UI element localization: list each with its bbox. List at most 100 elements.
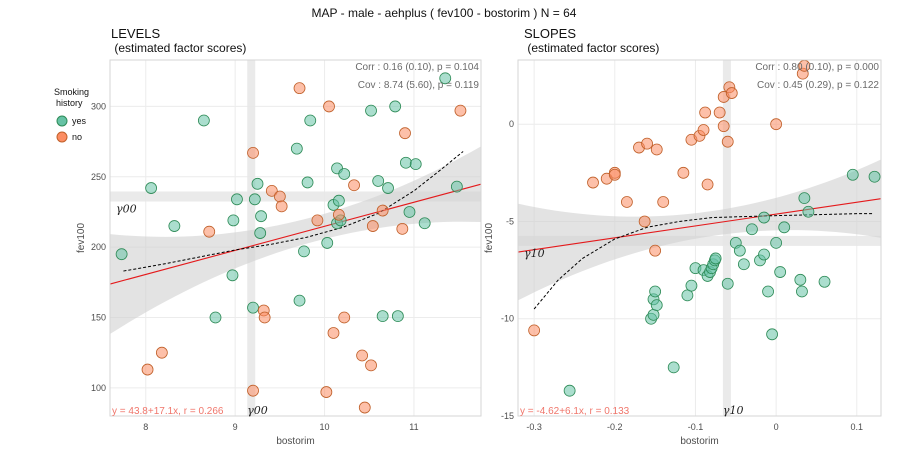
levels-fit-equation: y = 43.8+17.1x, r = 0.266 bbox=[112, 406, 224, 417]
gamma-horizontal-band bbox=[110, 191, 481, 202]
data-point-no bbox=[155, 346, 168, 359]
x-tick-label: 9 bbox=[233, 422, 238, 432]
slopes-points bbox=[528, 59, 881, 397]
data-point-yes bbox=[391, 310, 404, 322]
levels-points bbox=[115, 72, 467, 414]
levels-subtitle: (estimated factor scores) bbox=[111, 41, 246, 55]
slopes-subtitle: (estimated factor scores) bbox=[524, 41, 659, 55]
y-tick-label: -15 bbox=[501, 411, 514, 421]
levels-cov-stat: Cov : 8.74 (5.60), p = 0.119 bbox=[358, 80, 480, 91]
data-point-yes bbox=[332, 194, 345, 207]
data-point-no bbox=[348, 179, 360, 192]
data-point-yes bbox=[403, 206, 416, 218]
x-tick-label: 8 bbox=[143, 422, 148, 432]
x-tick-label: -0.1 bbox=[688, 422, 704, 432]
data-point-yes bbox=[802, 205, 815, 218]
x-tick-label: -0.3 bbox=[526, 422, 542, 432]
slopes-fit-equation: y = -4.62+6.1x, r = 0.133 bbox=[520, 406, 630, 417]
figure-title: MAP - male - aehplus ( fev100 - bostorim… bbox=[312, 6, 577, 20]
data-point-yes bbox=[746, 223, 758, 236]
data-point-no bbox=[699, 106, 712, 119]
x-tick-label: 0.1 bbox=[851, 422, 864, 432]
data-point-no bbox=[327, 327, 340, 339]
data-point-yes bbox=[685, 279, 698, 292]
data-point-no bbox=[365, 359, 377, 372]
data-point-yes bbox=[418, 217, 431, 230]
data-point-no bbox=[247, 146, 259, 159]
legend-label-yes: yes bbox=[72, 116, 87, 126]
slopes-gamma-h-label: γ10 bbox=[524, 247, 545, 260]
slopes-title: SLOPES bbox=[524, 26, 576, 41]
levels-gamma-v-label: γ00 bbox=[247, 404, 268, 417]
data-point-yes bbox=[762, 285, 774, 298]
slopes-corr-stat: Corr : 0.80 (0.10), p = 0.000 bbox=[755, 62, 879, 73]
data-point-yes bbox=[563, 384, 576, 397]
data-point-yes bbox=[251, 177, 264, 190]
data-point-no bbox=[657, 196, 670, 208]
data-point-no bbox=[587, 176, 599, 189]
data-point-no bbox=[721, 135, 734, 148]
x-tick-label: 0 bbox=[774, 422, 779, 432]
data-point-no bbox=[376, 204, 389, 217]
y-tick-label: 250 bbox=[91, 172, 106, 182]
data-point-no bbox=[608, 168, 621, 181]
data-point-no bbox=[273, 190, 286, 203]
linear-fit-line bbox=[517, 198, 882, 253]
data-point-yes bbox=[439, 72, 452, 85]
data-point-yes bbox=[737, 258, 750, 271]
data-point-no bbox=[320, 386, 333, 398]
data-point-yes bbox=[115, 248, 128, 261]
x-tick-label: 10 bbox=[320, 422, 330, 432]
data-point-yes bbox=[778, 221, 791, 234]
data-point-yes bbox=[293, 294, 306, 307]
data-point-yes bbox=[649, 285, 662, 298]
data-point-yes bbox=[382, 182, 394, 194]
y-tick-label: 300 bbox=[91, 101, 106, 111]
data-point-no bbox=[323, 100, 335, 113]
data-point-yes bbox=[231, 193, 243, 206]
data-point-yes bbox=[372, 175, 385, 187]
data-point-yes bbox=[255, 210, 267, 223]
linear-fit-line bbox=[109, 183, 482, 285]
data-point-yes bbox=[758, 211, 770, 224]
data-point-no bbox=[454, 104, 467, 117]
fit-confidence-ribbon bbox=[110, 146, 481, 335]
data-point-no bbox=[701, 178, 714, 191]
legend-label-no: no bbox=[72, 132, 82, 142]
data-point-no bbox=[265, 184, 278, 197]
y-tick-label: 100 bbox=[91, 383, 106, 393]
data-point-yes bbox=[794, 273, 807, 286]
data-point-yes bbox=[304, 114, 317, 127]
levels-title: LEVELS bbox=[111, 26, 160, 41]
data-point-no bbox=[649, 244, 662, 257]
data-point-no bbox=[697, 124, 710, 136]
levels-plot-frame bbox=[109, 59, 482, 417]
levels-panel: LEVELS (estimated factor scores) 8 9 10 11 1… bbox=[76, 26, 482, 447]
data-point-no bbox=[725, 87, 738, 99]
data-point-no bbox=[203, 225, 216, 238]
data-point-no bbox=[638, 215, 651, 228]
x-tick-label: 11 bbox=[409, 422, 418, 432]
data-point-yes bbox=[450, 180, 463, 193]
data-point-yes bbox=[650, 299, 663, 312]
slopes-x-axis-label: bostorim bbox=[680, 436, 718, 447]
data-point-no bbox=[713, 106, 726, 119]
data-point-yes bbox=[209, 311, 222, 324]
slopes-ticks: -0.3 -0.2 -0.1 0 0.1 0 -5 -10 -15 bbox=[501, 119, 863, 432]
fit-confidence-ribbon bbox=[518, 159, 881, 301]
slopes-fit-ribbon bbox=[518, 159, 881, 301]
x-tick-label: -0.2 bbox=[607, 422, 623, 432]
levels-x-axis-label: bostorim bbox=[276, 436, 314, 447]
slopes-panel: SLOPES (estimated factor scores) -0.3 -0.… bbox=[484, 26, 882, 447]
data-point-no bbox=[247, 384, 259, 397]
data-point-yes bbox=[227, 214, 240, 227]
data-point-no bbox=[338, 311, 351, 324]
y-tick-label: 150 bbox=[91, 313, 106, 323]
data-point-yes bbox=[733, 244, 746, 257]
data-point-yes bbox=[846, 168, 859, 181]
levels-corr-stat: Corr : 0.16 (0.10), p = 0.104 bbox=[355, 62, 479, 73]
data-point-yes bbox=[774, 266, 787, 278]
data-point-yes bbox=[798, 192, 811, 205]
data-point-no bbox=[650, 143, 663, 156]
